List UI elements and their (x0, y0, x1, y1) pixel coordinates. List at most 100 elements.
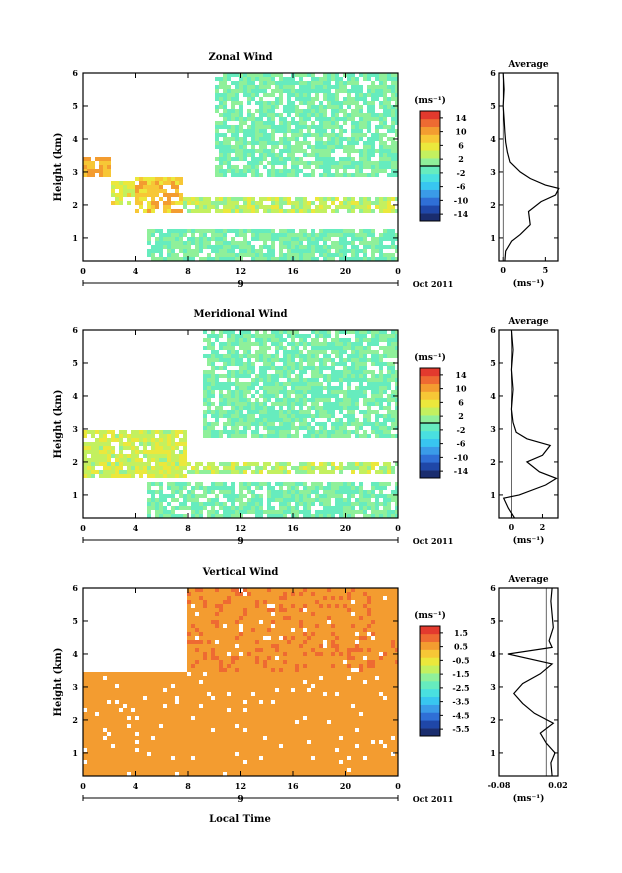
heatmap-cell (107, 712, 111, 716)
heatmap-cell (223, 648, 227, 652)
heatmap-cell (375, 93, 379, 97)
average-title: Average (507, 317, 548, 327)
heatmap-cell (371, 85, 375, 89)
heatmap-cell (159, 712, 163, 716)
heatmap-cell (107, 442, 111, 446)
heatmap-cell (323, 117, 327, 121)
heatmap-cell (307, 486, 311, 490)
heatmap-cell (383, 462, 387, 466)
heatmap-cell (179, 470, 183, 474)
heatmap-cell (223, 756, 227, 760)
heatmap-cell (187, 588, 191, 592)
heatmap-cell (235, 153, 239, 157)
heatmap-cell (311, 209, 315, 213)
heatmap-cell (211, 732, 215, 736)
heatmap-cell (327, 165, 331, 169)
heatmap-cell (171, 716, 175, 720)
heatmap-cell (239, 374, 243, 378)
heatmap-cell (311, 237, 315, 241)
heatmap-cell (387, 173, 391, 177)
heatmap-cell (359, 502, 363, 506)
heatmap-cell (179, 696, 183, 700)
heatmap-cell (275, 141, 279, 145)
heatmap-cell (143, 193, 147, 197)
heatmap-cell (155, 688, 159, 692)
heatmap-cell (227, 514, 231, 518)
heatmap-cell (147, 181, 151, 185)
heatmap-cell (187, 744, 191, 748)
heatmap-cell (271, 125, 275, 129)
heatmap-cell (131, 748, 135, 752)
heatmap-cell (351, 125, 355, 129)
heatmap-cell (359, 390, 363, 394)
heatmap-cell (259, 109, 263, 113)
heatmap-cell (263, 466, 267, 470)
heatmap-cell (271, 137, 275, 141)
heatmap-cell (395, 370, 398, 374)
heatmap-cell (179, 700, 183, 704)
heatmap-cell (215, 596, 219, 600)
heatmap-cell (371, 506, 375, 510)
heatmap-cell (359, 137, 363, 141)
heatmap-cell (351, 149, 355, 153)
heatmap-cell (343, 253, 347, 257)
heatmap-cell (355, 113, 359, 117)
heatmap-cell (171, 442, 175, 446)
average-y-tick-label: 2 (490, 200, 496, 210)
heatmap-cell (147, 185, 151, 189)
heatmap-cell (135, 708, 139, 712)
heatmap-cell (147, 229, 151, 233)
heatmap-cell (219, 652, 223, 656)
heatmap-cell (359, 113, 363, 117)
heatmap-cell (311, 486, 315, 490)
heatmap-cell (223, 752, 227, 756)
heatmap-cell (223, 608, 227, 612)
heatmap-cell (319, 121, 323, 125)
heatmap-cell (175, 430, 179, 434)
heatmap-cell (351, 390, 355, 394)
heatmap-cell (283, 161, 287, 165)
heatmap-cell (355, 430, 359, 434)
heatmap-cell (271, 342, 275, 346)
heatmap-cell (167, 736, 171, 740)
heatmap-cell (331, 366, 335, 370)
heatmap-cell (283, 201, 287, 205)
heatmap-cell (387, 502, 391, 506)
heatmap-cell (371, 514, 375, 518)
heatmap-cell (367, 121, 371, 125)
heatmap-cell (111, 446, 115, 450)
heatmap-cell (223, 768, 227, 772)
heatmap-cell (295, 233, 299, 237)
heatmap-cell (223, 716, 227, 720)
heatmap-cell (291, 378, 295, 382)
heatmap-cell (263, 101, 267, 105)
heatmap-cell (235, 81, 239, 85)
heatmap-cell (351, 394, 355, 398)
heatmap-cell (267, 137, 271, 141)
heatmap-cell (347, 402, 351, 406)
heatmap-cell (119, 732, 123, 736)
heatmap-cell (247, 117, 251, 121)
heatmap-cell (255, 510, 259, 514)
heatmap-cell (235, 370, 239, 374)
heatmap-cell (91, 676, 95, 680)
heatmap-cell (91, 474, 95, 478)
heatmap-cell (267, 141, 271, 145)
heatmap-cell (219, 430, 223, 434)
heatmap-cell (231, 462, 235, 466)
heatmap-cell (339, 117, 343, 121)
heatmap-cell (323, 153, 327, 157)
heatmap-cell (103, 430, 107, 434)
heatmap-cell (215, 257, 219, 261)
heatmap-cell (231, 382, 235, 386)
heatmap-cell (223, 660, 227, 664)
heatmap-cell (359, 346, 363, 350)
heatmap-cell (283, 173, 287, 177)
heatmap-cell (347, 390, 351, 394)
heatmap-cell (395, 165, 398, 169)
heatmap-cell (215, 466, 219, 470)
heatmap-cell (143, 177, 147, 181)
heatmap-cell (271, 145, 275, 149)
heatmap-cell (363, 121, 367, 125)
heatmap-cell (83, 736, 87, 740)
